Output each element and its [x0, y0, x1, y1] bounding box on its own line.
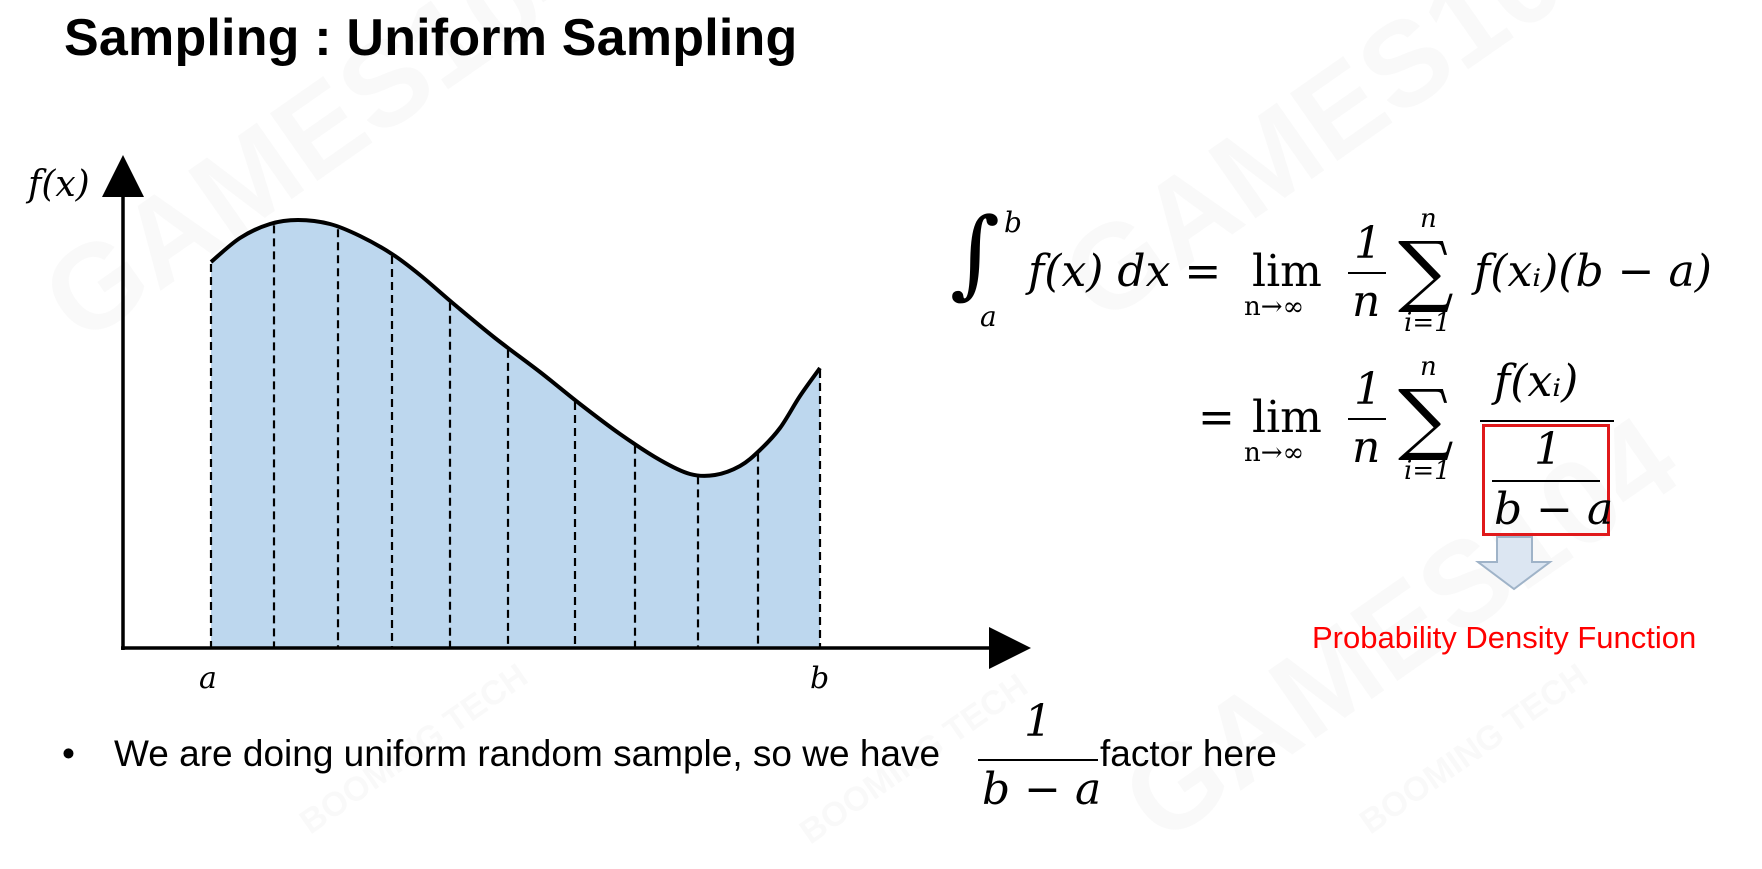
pdf-numerator: 1	[1534, 424, 1562, 475]
fraction-bar	[1348, 272, 1386, 274]
fraction-denominator: n	[1352, 276, 1381, 327]
equals-sign: =	[1198, 392, 1235, 443]
sum2-term-bar	[1480, 420, 1614, 422]
pdf-highlight-box	[1482, 424, 1610, 536]
integrand: f(x) dx =	[1028, 246, 1222, 297]
bullet-fraction-numerator: 1	[1024, 696, 1052, 747]
pdf-label: Probability Density Function	[1312, 620, 1697, 655]
sum-lower-limit: i=1	[1404, 308, 1451, 338]
fraction2-bar	[1348, 418, 1386, 420]
sample-lines	[209, 225, 822, 648]
sum-term: f(xᵢ)(b − a)	[1474, 246, 1712, 297]
fraction2-numerator: 1	[1354, 364, 1382, 415]
sum2-upper-limit: n	[1420, 352, 1437, 382]
limit-text-2: lim	[1252, 392, 1322, 443]
down-arrow-icon	[1475, 536, 1553, 591]
uniform-sampling-graph: f(x) a b	[25, 155, 1553, 696]
bullet-text-after: factor here	[1100, 733, 1277, 774]
sum2-lower-limit: i=1	[1404, 456, 1451, 486]
integral-symbol: ∫	[950, 197, 1001, 309]
sum-upper-limit: n	[1420, 204, 1437, 234]
limit-subscript-2: n→∞	[1244, 438, 1305, 468]
fraction-numerator: 1	[1354, 218, 1382, 269]
limit-text: lim	[1252, 246, 1322, 297]
bullet-marker: •	[62, 733, 75, 774]
sum-symbol: ∑	[1398, 226, 1454, 316]
x-label-b: b	[810, 661, 829, 696]
fraction2-denominator: n	[1352, 422, 1381, 473]
sum2-term-numerator: f(xᵢ)	[1494, 356, 1579, 407]
bullet-fraction-denominator: b − a	[982, 764, 1102, 815]
x-label-a: a	[199, 661, 217, 696]
function-curve	[209, 217, 822, 478]
integral-area	[211, 220, 820, 648]
pdf-denominator: b − a	[1494, 484, 1614, 535]
y-axis-label: f(x)	[25, 164, 90, 205]
slide-title: Sampling : Uniform Sampling	[64, 9, 798, 67]
limit-subscript: n→∞	[1244, 292, 1305, 322]
sum-symbol-2: ∑	[1398, 374, 1454, 464]
pdf-fraction-bar	[1492, 480, 1600, 482]
bullet-text-before: We are doing uniform random sample, so w…	[114, 733, 941, 774]
integral-lower-limit: a	[980, 300, 997, 333]
integral-upper-limit: b	[1004, 206, 1022, 239]
bullet-fraction-bar	[978, 759, 1098, 761]
